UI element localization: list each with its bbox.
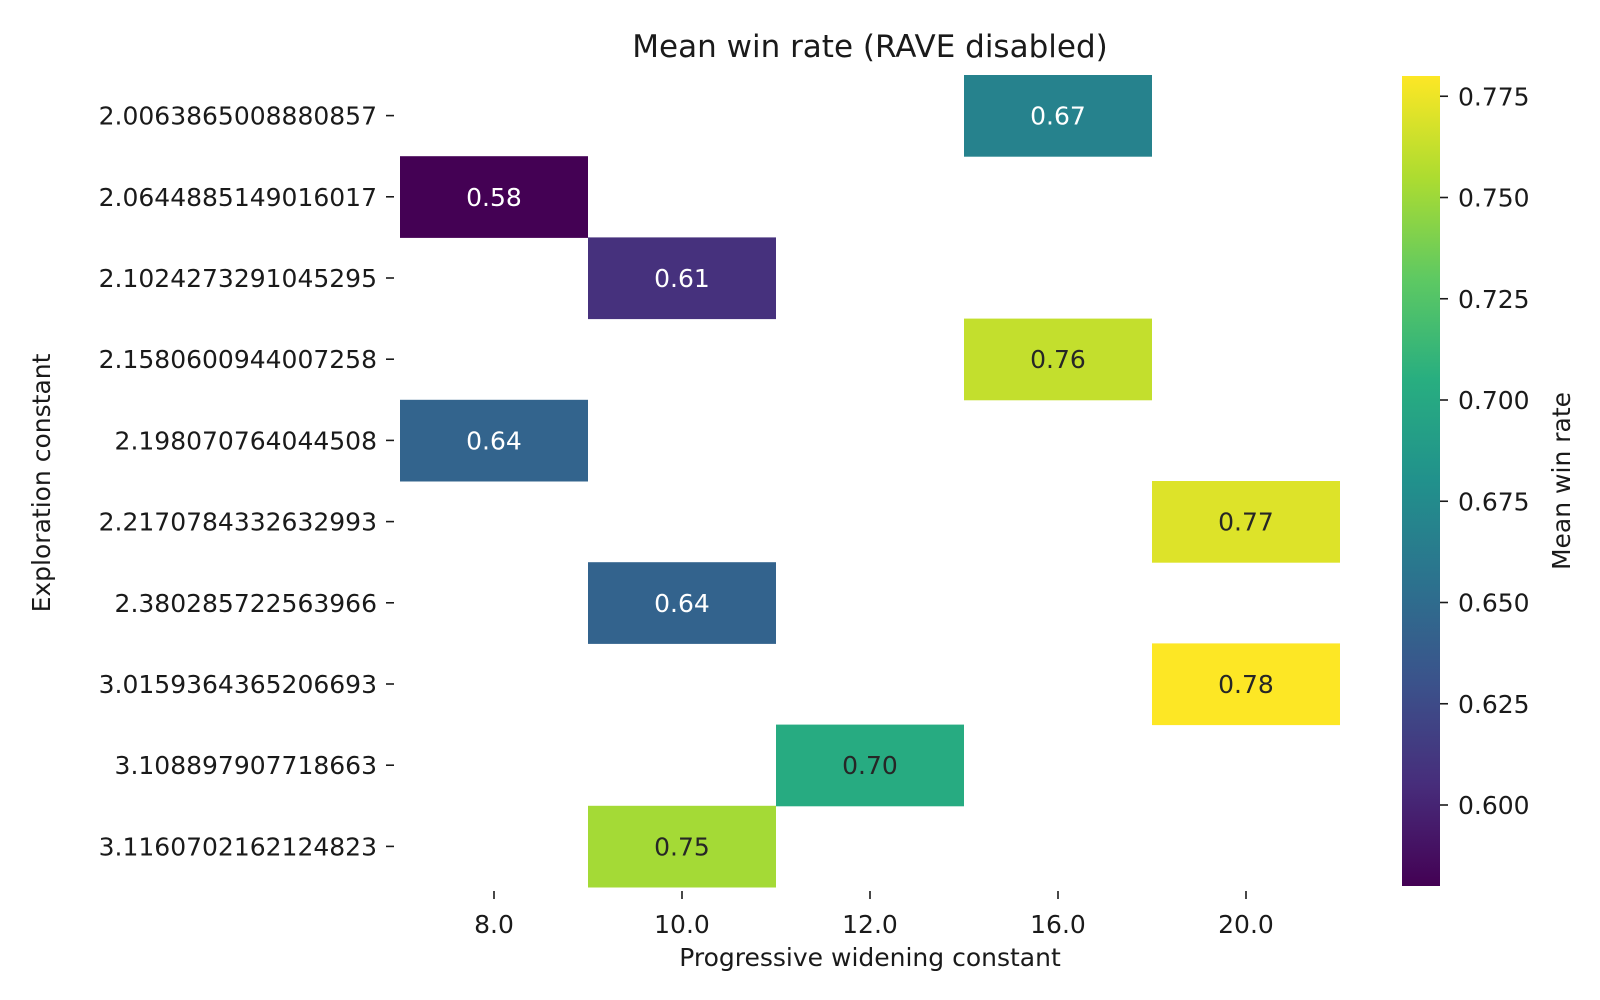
heatmap-cell <box>588 237 776 320</box>
y-tick-label: 2.380285722563966 <box>115 589 377 618</box>
heatmap-cell <box>1152 481 1340 563</box>
y-axis-label: Exploration constant <box>27 353 56 612</box>
y-tick-label: 3.0159364365206693 <box>99 670 377 699</box>
colorbar-tick-label: 0.700 <box>1458 386 1530 415</box>
cell-value-label: 0.76 <box>1030 345 1086 374</box>
y-tick-labels: 2.0063865008880857 2.0644885149016017 2.10… <box>99 102 394 861</box>
heatmap-cell <box>588 562 776 644</box>
x-tick-labels: 8.0 10.0 12.0 16.0 20.0 <box>474 891 1274 939</box>
cell-value-label: 0.70 <box>842 751 898 780</box>
y-tick-label: 3.108897907718663 <box>115 751 377 780</box>
heatmap-cell <box>400 156 588 238</box>
heatmap-cell <box>400 399 588 482</box>
x-tick-label: 10.0 <box>654 910 710 939</box>
heatmap-cell <box>964 318 1152 401</box>
colorbar-tick-label: 0.775 <box>1458 82 1530 111</box>
x-tick-label: 20.0 <box>1218 910 1274 939</box>
y-tick-label: 2.0644885149016017 <box>99 183 377 212</box>
colorbar-tick-label: 0.625 <box>1458 690 1530 719</box>
cell-value-label: 0.67 <box>1030 102 1086 131</box>
x-axis-label: Progressive widening constant <box>679 943 1061 972</box>
heatmap-cell <box>964 75 1152 157</box>
colorbar-tick-label: 0.675 <box>1458 487 1530 516</box>
y-tick-label: 2.0063865008880857 <box>99 102 377 131</box>
y-tick-label: 2.198070764044508 <box>115 426 377 455</box>
colorbar-tick-label: 0.750 <box>1458 184 1530 213</box>
chart-title: Mean win rate (RAVE disabled) <box>632 29 1107 65</box>
colorbar-label: Mean win rate <box>1547 392 1576 570</box>
x-tick-label: 12.0 <box>842 910 898 939</box>
cell-value-label: 0.78 <box>1218 670 1274 699</box>
cell-value-label: 0.75 <box>654 832 710 861</box>
cell-value-label: 0.64 <box>654 589 710 618</box>
heatmap-cell <box>776 724 964 807</box>
y-tick-label: 2.2170784332632993 <box>99 508 377 537</box>
y-tick-label: 3.1160702162124823 <box>99 832 377 861</box>
heatmap-cell <box>1152 643 1340 726</box>
colorbar-tick-label: 0.600 <box>1458 791 1530 820</box>
cell-value-label: 0.64 <box>466 426 522 455</box>
cell-value-label: 0.61 <box>654 264 710 293</box>
y-tick-label: 2.1580600944007258 <box>99 345 377 374</box>
y-tick-label: 2.1024273291045295 <box>99 264 377 293</box>
heatmap-cells: 0.67 0.58 0.61 0.76 0.64 0.77 0.64 0.78 0.70 0.75 <box>400 75 1340 888</box>
colorbar-tick-label: 0.725 <box>1458 285 1530 314</box>
colorbar-tick-label: 0.650 <box>1458 589 1530 618</box>
cell-value-label: 0.77 <box>1218 508 1274 537</box>
cell-value-label: 0.58 <box>466 183 522 212</box>
x-tick-label: 16.0 <box>1030 910 1086 939</box>
heatmap-cell <box>588 805 776 888</box>
colorbar-ticks: 0.600 0.625 0.650 0.675 0.700 0.725 0.750 0.775 <box>1440 82 1530 820</box>
colorbar <box>1402 76 1440 886</box>
x-tick-label: 8.0 <box>474 910 514 939</box>
